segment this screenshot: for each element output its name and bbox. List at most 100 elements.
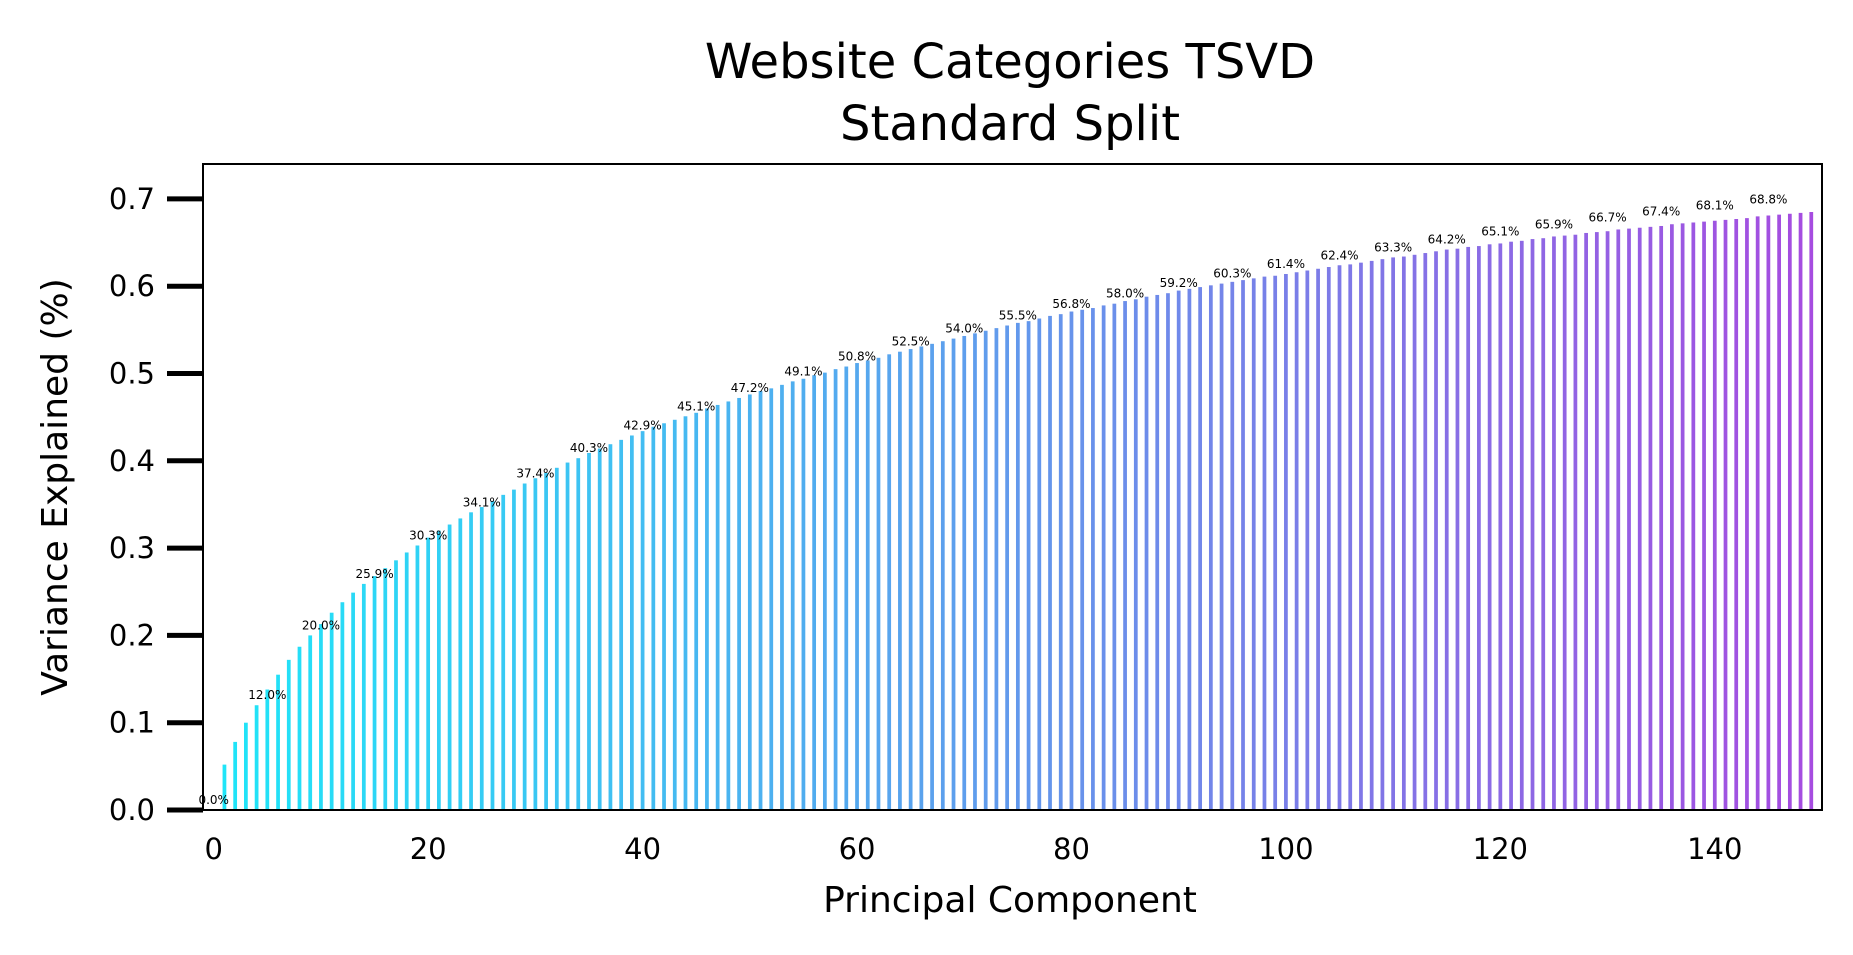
bar-143	[1745, 218, 1749, 810]
bar-45	[694, 412, 699, 810]
bar-79	[1058, 314, 1063, 810]
bar-24	[469, 512, 473, 810]
bar-data-label: 65.1%	[1481, 225, 1519, 239]
bar-41	[651, 426, 656, 810]
bar-106	[1348, 264, 1353, 810]
bar-21	[437, 530, 441, 810]
bar-data-label: 66.7%	[1588, 211, 1626, 225]
bar-data-label: 50.8%	[838, 350, 876, 364]
bar-23	[458, 518, 463, 810]
bar-103	[1316, 268, 1320, 810]
bar-14	[361, 583, 366, 810]
bar-26	[490, 500, 495, 810]
bar-78	[1048, 315, 1052, 810]
bar-63	[887, 354, 892, 810]
bar-data-label: 42.9%	[624, 418, 662, 432]
x-tick-label: 60	[839, 832, 876, 866]
bar-60	[855, 363, 859, 810]
bar-127	[1573, 234, 1578, 810]
bar-data-label: 47.2%	[731, 381, 769, 395]
bar-15	[372, 576, 377, 810]
y-tick-label: 0.1	[109, 706, 155, 740]
bar-145	[1766, 215, 1771, 810]
bar-53	[780, 384, 784, 810]
bar-40	[640, 431, 645, 810]
bar-61	[865, 360, 870, 810]
bar-80	[1069, 311, 1074, 810]
bar-35	[587, 452, 591, 810]
bar-data-label: 63.3%	[1374, 240, 1412, 254]
bar-2	[233, 741, 238, 810]
bar-131	[1616, 229, 1621, 811]
bar-132	[1627, 228, 1631, 811]
bar-88	[1155, 294, 1160, 810]
bar-3	[244, 722, 248, 810]
bar-72	[983, 330, 988, 810]
bar-95	[1230, 281, 1235, 811]
bar-116	[1455, 248, 1460, 810]
bar-121	[1509, 241, 1513, 810]
bar-data-label: 54.0%	[945, 322, 983, 336]
bar-data-label: 52.5%	[892, 335, 930, 349]
bar-146	[1777, 214, 1781, 810]
bar-128	[1584, 232, 1588, 810]
bar-73	[994, 328, 999, 810]
bar-17	[394, 560, 398, 810]
x-tick-label: 120	[1473, 832, 1528, 866]
bar-data-label: 68.1%	[1696, 199, 1734, 213]
bar-122	[1519, 240, 1524, 810]
bar-97	[1251, 278, 1256, 810]
bar-4	[254, 705, 259, 810]
bar-29	[522, 483, 527, 810]
bar-28	[512, 489, 516, 810]
bar-25	[479, 507, 484, 810]
bar-100	[1284, 273, 1288, 810]
y-tick-label: 0.3	[109, 531, 155, 565]
bar-125	[1552, 236, 1556, 810]
bar-138	[1691, 222, 1696, 811]
bar-57	[822, 372, 827, 810]
x-tick-label: 0	[204, 832, 222, 866]
bar-120	[1498, 243, 1503, 810]
bar-data-label: 30.3%	[409, 528, 447, 542]
bar-83	[1101, 305, 1106, 810]
bar-142	[1734, 219, 1739, 810]
bar-74	[1005, 325, 1010, 810]
bar-11	[329, 612, 334, 810]
bar-58	[833, 369, 838, 810]
bar-84	[1112, 303, 1117, 810]
bar-37	[608, 444, 613, 810]
bar-31	[544, 473, 548, 810]
bar-22	[447, 524, 452, 810]
bar-38	[619, 439, 624, 810]
bar-148	[1798, 212, 1803, 810]
bar-20	[426, 537, 431, 810]
bar-data-label: 0.0%	[198, 793, 229, 807]
bar-19	[415, 545, 420, 810]
bar-data-label: 20.0%	[302, 618, 340, 632]
bar-49	[737, 397, 741, 810]
bar-68	[940, 341, 945, 810]
bar-105	[1337, 265, 1342, 810]
bar-91	[1187, 288, 1192, 811]
bar-77	[1037, 318, 1042, 810]
bar-56	[812, 375, 817, 810]
bar-32	[554, 467, 559, 810]
bar-data-label: 61.4%	[1267, 257, 1305, 271]
bar-54	[790, 381, 795, 810]
bar-8	[297, 646, 302, 810]
bar-130	[1605, 231, 1610, 811]
bar-data-label: 58.0%	[1106, 287, 1144, 301]
bar-data-label: 25.9%	[355, 567, 393, 581]
bar-144	[1755, 216, 1760, 810]
bar-96	[1241, 280, 1245, 810]
bar-149	[1809, 212, 1814, 810]
bar-136	[1670, 224, 1674, 811]
bar-99	[1273, 275, 1278, 810]
bar-89	[1166, 293, 1170, 810]
x-axis-label: Principal Component	[823, 880, 1197, 921]
bar-data-label: 59.2%	[1160, 276, 1198, 290]
bar-data-label: 34.1%	[463, 495, 501, 509]
